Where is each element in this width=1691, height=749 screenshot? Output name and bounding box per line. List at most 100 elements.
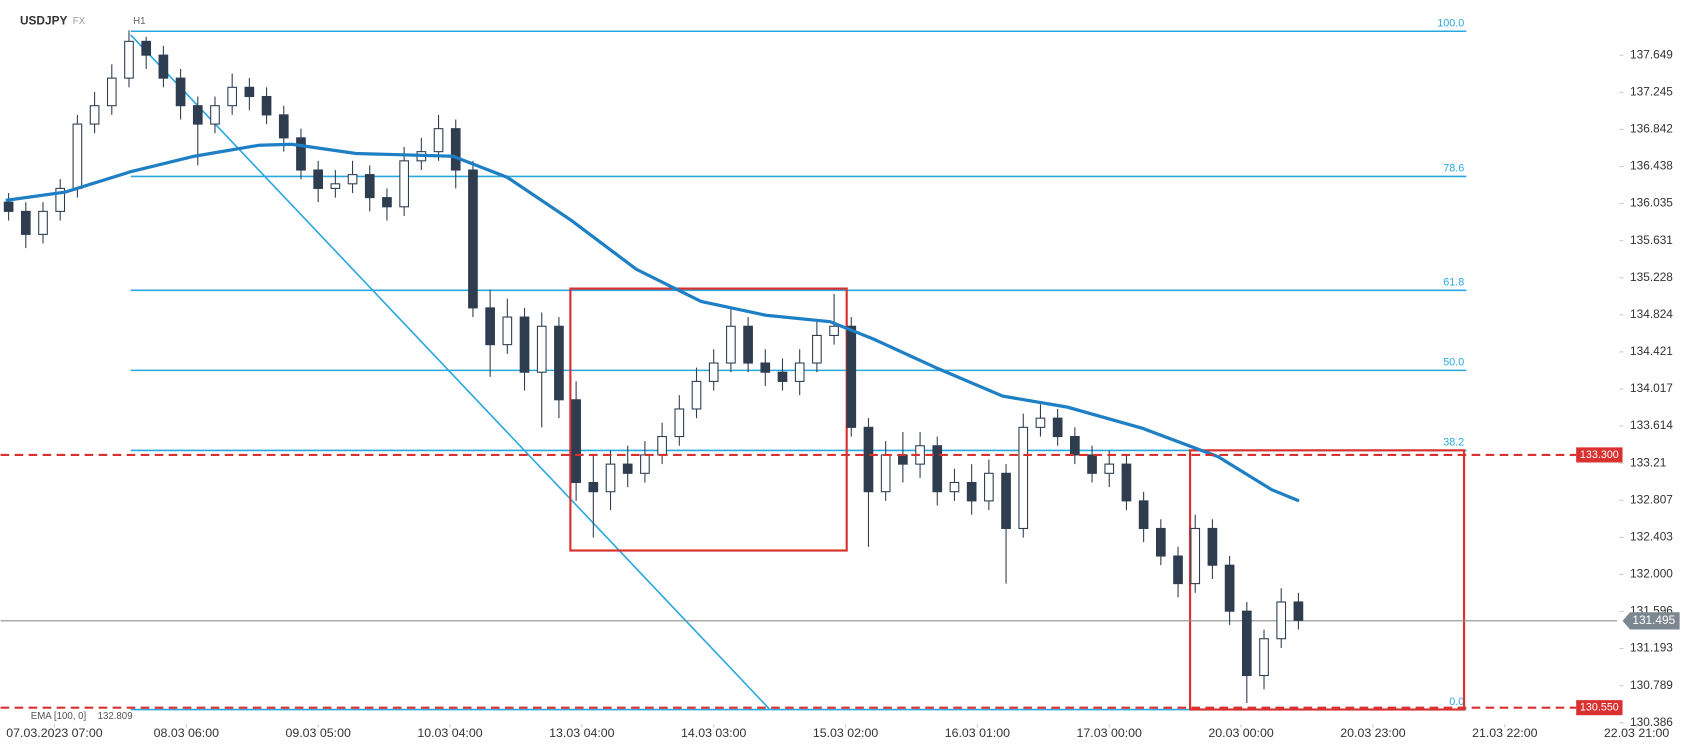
- candle-body: [536, 325, 547, 373]
- candle-body: [863, 426, 874, 493]
- y-tick-label: 131.193: [1630, 641, 1673, 655]
- last-price-tag: [1622, 612, 1680, 630]
- candle-body: [141, 40, 152, 56]
- timeframe: H1: [133, 16, 145, 27]
- candle-body: [296, 137, 306, 171]
- ema-label: EMA [100, 0]: [31, 711, 86, 722]
- candle-body: [1121, 463, 1132, 502]
- candle-body: [502, 316, 513, 346]
- level-tag: [1576, 700, 1623, 716]
- x-tick-label: 13.03 04:00: [549, 726, 614, 740]
- fib-label: 61.8: [1443, 277, 1464, 289]
- candle-body: [760, 362, 771, 373]
- y-tick-label: 130.789: [1630, 678, 1673, 692]
- candle-body: [1155, 527, 1166, 557]
- candle-body: [106, 77, 117, 107]
- candle-body: [812, 334, 822, 364]
- candle-body: [966, 481, 977, 502]
- candle-body: [399, 160, 409, 208]
- candle-body: [949, 481, 960, 493]
- last-price-label: 131.495: [1632, 613, 1675, 627]
- candle-body: [1207, 527, 1218, 566]
- candle-body: [932, 445, 943, 493]
- candle-body: [227, 86, 238, 107]
- range-box: [569, 287, 848, 552]
- candle-body: [347, 174, 358, 185]
- candle-body: [433, 128, 444, 153]
- candle-body: [708, 362, 719, 382]
- candle-body: [1070, 436, 1080, 456]
- y-tick-label: 137.649: [1630, 47, 1673, 61]
- x-tick-label: 14.03 03:00: [681, 726, 746, 740]
- candle-body: [1087, 454, 1097, 474]
- candle-body: [571, 399, 581, 484]
- candle-body: [829, 325, 839, 336]
- candle-body: [261, 95, 272, 116]
- x-tick-label: 20.03 00:00: [1208, 726, 1273, 740]
- candle-body: [898, 454, 908, 465]
- y-tick-label: 135.228: [1630, 270, 1673, 284]
- range-box: [1188, 449, 1466, 711]
- x-tick-label: 08.03 06:00: [154, 726, 219, 740]
- y-tick-label: 134.421: [1630, 344, 1673, 358]
- candle-body: [984, 472, 994, 502]
- y-tick-label: 134.017: [1630, 381, 1673, 395]
- candle-body: [485, 307, 495, 346]
- candle-body: [1138, 500, 1149, 529]
- y-tick-label: 130.386: [1630, 715, 1673, 729]
- candle-body: [55, 187, 66, 212]
- candle-body: [519, 316, 530, 373]
- candle-body: [1173, 555, 1183, 585]
- x-tick-label: 20.03 23:00: [1340, 726, 1405, 740]
- candle-body: [691, 380, 702, 410]
- candle-body: [1001, 472, 1011, 529]
- candle-body: [605, 463, 616, 493]
- candle-body: [674, 408, 685, 438]
- y-tick-label: 133.614: [1630, 418, 1673, 432]
- y-tick-label: 132.000: [1630, 567, 1673, 581]
- ema-line: [5, 142, 1300, 503]
- candle-body: [1241, 610, 1252, 677]
- candle-body: [726, 325, 736, 364]
- market: FX: [73, 16, 86, 27]
- level-label: 130.550: [1580, 702, 1619, 714]
- candle-body: [72, 123, 83, 189]
- candle-body: [1276, 601, 1287, 640]
- x-tick-label: 16.03 01:00: [945, 726, 1010, 740]
- y-tick-label: 132.403: [1630, 529, 1673, 543]
- x-tick-label: 17.03 00:00: [1077, 726, 1142, 740]
- candle-body: [330, 183, 341, 189]
- y-tick-label: 136.035: [1630, 196, 1673, 210]
- candle-body: [38, 210, 48, 235]
- candle-body: [657, 436, 667, 456]
- candle-body: [1052, 417, 1063, 438]
- fib-label: 78.6: [1443, 163, 1464, 175]
- y-tick-label: 136.438: [1630, 159, 1673, 173]
- x-tick-label: 21.03 22:00: [1472, 726, 1537, 740]
- candle-body: [175, 77, 186, 107]
- candle-body: [1259, 638, 1269, 677]
- candle-body: [1104, 463, 1115, 474]
- candle-body: [1018, 426, 1029, 529]
- y-tick-label: 137.245: [1630, 84, 1673, 98]
- candle-body: [588, 481, 599, 493]
- candle-body: [20, 210, 31, 235]
- fib-label: 100.0: [1437, 18, 1464, 30]
- candle-body: [622, 463, 633, 474]
- candle-body: [880, 454, 891, 493]
- x-tick-label: 22.03 21:00: [1604, 726, 1669, 740]
- x-tick-label: 15.03 02:00: [813, 726, 878, 740]
- fib-label: 0.0: [1449, 696, 1464, 708]
- candle-body: [124, 40, 134, 79]
- candle-body: [278, 114, 289, 139]
- x-tick-label: 09.03 05:00: [285, 726, 350, 740]
- x-tick-label: 10.03 04:00: [417, 726, 482, 740]
- y-tick-label: 132.807: [1630, 492, 1673, 506]
- y-tick-label: 135.631: [1630, 233, 1673, 247]
- level-label: 133.300: [1580, 449, 1619, 461]
- candle-body: [794, 362, 805, 382]
- candle-body: [3, 201, 14, 212]
- candle-body: [1190, 527, 1201, 585]
- candle-body: [158, 54, 169, 79]
